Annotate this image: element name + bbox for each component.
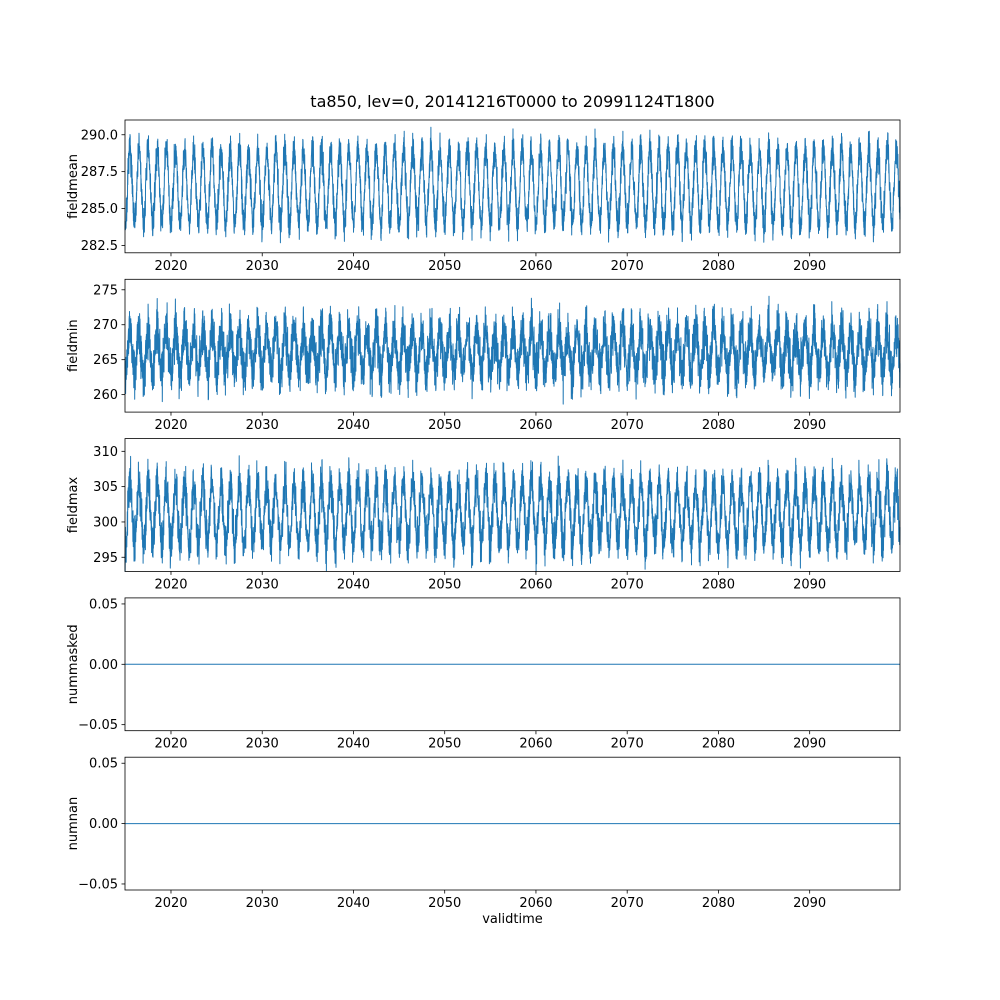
x-tick-label: 2060 xyxy=(519,896,552,911)
x-axis-label: validtime xyxy=(482,912,543,927)
y-axis-label-fieldmean: fieldmean xyxy=(66,154,81,219)
y-tick-label: 260 xyxy=(93,388,118,403)
y-axis-label-fieldmax: fieldmax xyxy=(66,477,81,534)
x-tick-label: 2040 xyxy=(337,418,370,433)
x-tick-label: 2080 xyxy=(702,418,735,433)
x-tick-label: 2060 xyxy=(519,737,552,752)
x-tick-label: 2070 xyxy=(611,737,644,752)
x-tick-label: 2020 xyxy=(154,418,187,433)
y-tick-label: 0.05 xyxy=(89,757,118,772)
x-tick-label: 2090 xyxy=(793,259,826,274)
x-tick-label: 2060 xyxy=(519,259,552,274)
x-tick-label: 2020 xyxy=(154,259,187,274)
x-tick-label: 2080 xyxy=(702,259,735,274)
x-tick-label: 2030 xyxy=(246,577,279,592)
y-tick-label: 287.5 xyxy=(81,165,118,180)
x-tick-label: 2090 xyxy=(793,737,826,752)
y-tick-label: 265 xyxy=(93,353,118,368)
subplot-fieldmin: 2020 2030 2040 2050 2060 2070 2080 2090 260 265 27… xyxy=(66,278,901,433)
subplot-fieldmean: 2020 2030 2040 2050 2060 2070 2080 2090 282.5 285… xyxy=(66,119,901,274)
y-tick-label: −0.05 xyxy=(78,877,118,892)
y-tick-label: 0.00 xyxy=(89,817,118,832)
x-tick-label: 2080 xyxy=(702,737,735,752)
subplot-numnan: 2020 2030 2040 2050 2060 2070 2080 2090 −0.05 0.0… xyxy=(66,757,901,911)
x-tick-label: 2020 xyxy=(154,896,187,911)
y-tick-label: 0.00 xyxy=(89,658,118,673)
x-tick-label: 2070 xyxy=(611,896,644,911)
y-tick-label: 310 xyxy=(93,445,118,460)
y-tick-label: 290.0 xyxy=(81,128,118,143)
x-tick-label: 2060 xyxy=(519,418,552,433)
subplot-nummasked: 2020 2030 2040 2050 2060 2070 2080 2090 −0.05 0.0… xyxy=(66,597,901,752)
x-tick-label: 2030 xyxy=(246,259,279,274)
axes-frame xyxy=(124,119,901,254)
x-tick-label: 2020 xyxy=(154,577,187,592)
y-tick-label: 270 xyxy=(93,318,118,333)
x-tick-label: 2030 xyxy=(246,737,279,752)
series-line-fieldmax xyxy=(124,455,901,572)
series-line-fieldmean xyxy=(124,126,901,244)
y-tick-label: 285.0 xyxy=(81,202,118,217)
x-tick-label: 2040 xyxy=(337,896,370,911)
y-tick-label: 300 xyxy=(93,515,118,530)
figure-title: ta850, lev=0, 20141216T0000 to 20991124T… xyxy=(310,92,715,111)
x-tick-label: 2020 xyxy=(154,737,187,752)
y-axis-label-numnan: numnan xyxy=(66,797,81,851)
axes-frame xyxy=(124,438,901,572)
x-tick-label: 2050 xyxy=(428,896,461,911)
y-tick-label: 305 xyxy=(93,480,118,495)
x-tick-label: 2030 xyxy=(246,418,279,433)
x-tick-label: 2080 xyxy=(702,577,735,592)
x-tick-label: 2040 xyxy=(337,737,370,752)
x-tick-label: 2090 xyxy=(793,577,826,592)
x-tick-label: 2050 xyxy=(428,418,461,433)
x-tick-label: 2050 xyxy=(428,259,461,274)
x-tick-label: 2070 xyxy=(611,577,644,592)
x-tick-label: 2050 xyxy=(428,737,461,752)
y-tick-label: 0.05 xyxy=(89,597,118,612)
x-tick-label: 2070 xyxy=(611,259,644,274)
y-axis-label-nummasked: nummasked xyxy=(66,624,81,704)
x-tick-label: 2080 xyxy=(702,896,735,911)
y-tick-label: 275 xyxy=(93,283,118,298)
x-tick-label: 2050 xyxy=(428,577,461,592)
x-tick-label: 2030 xyxy=(246,896,279,911)
axes-frame xyxy=(124,278,901,413)
series-line-fieldmin xyxy=(124,295,901,405)
y-tick-label: 282.5 xyxy=(81,239,118,254)
y-tick-label: −0.05 xyxy=(78,718,118,733)
x-tick-label: 2040 xyxy=(337,259,370,274)
subplot-fieldmax: 2020 2030 2040 2050 2060 2070 2080 2090 295 300 30… xyxy=(66,438,901,592)
x-tick-label: 2070 xyxy=(611,418,644,433)
x-tick-label: 2060 xyxy=(519,577,552,592)
x-tick-label: 2040 xyxy=(337,577,370,592)
y-tick-label: 295 xyxy=(93,551,118,566)
x-tick-label: 2090 xyxy=(793,896,826,911)
y-axis-label-fieldmin: fieldmin xyxy=(66,319,81,372)
x-tick-label: 2090 xyxy=(793,418,826,433)
